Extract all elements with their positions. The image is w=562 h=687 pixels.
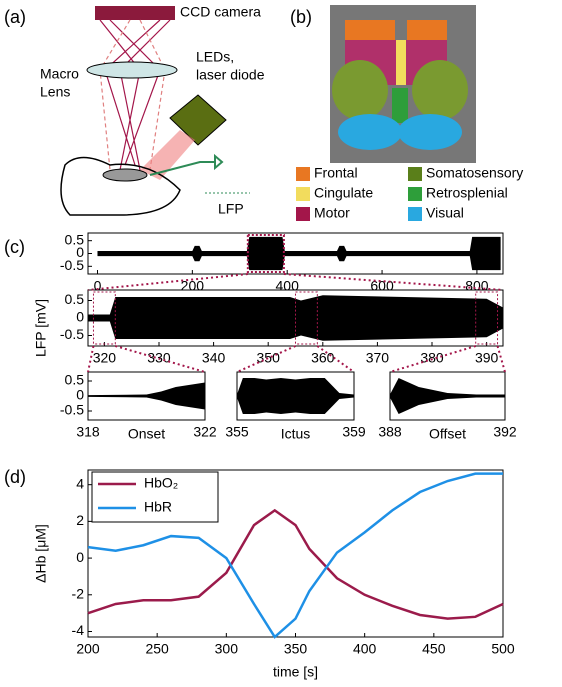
x-tick-label: 388: [378, 424, 402, 440]
line: [88, 510, 503, 618]
legend-swatch: [408, 207, 422, 221]
x-tick-label: 0: [94, 278, 102, 294]
x-tick-label: 400: [353, 641, 377, 657]
panel-label: (c): [4, 237, 25, 257]
setup-label: LEDs,: [196, 49, 234, 65]
y-tick-label: -0.5: [60, 326, 84, 342]
x-tick-label: 300: [215, 641, 239, 657]
x-tick-label: 350: [257, 350, 281, 366]
plot-frame: [88, 470, 503, 637]
x-tick-label: 450: [422, 641, 446, 657]
signal-envelope: [97, 237, 500, 270]
x-tick-label: 318: [76, 424, 100, 440]
x-tick-label: 500: [491, 641, 515, 657]
legend-swatch: [296, 187, 310, 201]
legend-label: HbR: [144, 499, 172, 515]
y-tick-label: 0.5: [65, 372, 85, 388]
x-axis-label: time [s]: [273, 664, 318, 680]
caption: Offset: [429, 426, 466, 442]
caption: Onset: [128, 426, 165, 442]
legend-label: Frontal: [314, 165, 358, 181]
legend-swatch: [296, 167, 310, 181]
panel-label: (b): [290, 7, 312, 27]
x-tick-label: 320: [93, 350, 117, 366]
x-tick-label: 359: [342, 424, 366, 440]
x-tick-label: 355: [225, 424, 249, 440]
y-tick-label: 2: [76, 512, 84, 528]
y-tick-label: -2: [72, 585, 85, 601]
x-tick-label: 200: [76, 641, 100, 657]
x-tick-label: 380: [420, 350, 444, 366]
x-tick-label: 350: [284, 641, 308, 657]
y-tick-label: 0: [76, 387, 84, 403]
y-tick-label: -4: [72, 622, 85, 638]
panel-label: (a): [4, 7, 26, 27]
signal-envelope: [390, 378, 505, 414]
brain-map: [330, 5, 476, 163]
zoom-connector: [88, 274, 248, 290]
legend-swatch: [296, 207, 310, 221]
legend-label: Motor: [314, 205, 350, 221]
y-tick-label: 0.5: [65, 291, 85, 307]
panel-label: (d): [4, 467, 26, 487]
x-tick-label: 360: [311, 350, 335, 366]
zoom-connector: [498, 346, 505, 372]
setup-label: Macro: [40, 66, 79, 82]
legend-label: Visual: [426, 205, 464, 221]
signal-envelope: [237, 378, 354, 414]
y-axis-label: ΔHb [μM]: [33, 524, 49, 583]
x-tick-label: 250: [145, 641, 169, 657]
y-axis-label: LFP [mV]: [33, 299, 49, 357]
legend-label: Retrosplenial: [426, 185, 508, 201]
x-tick-label: 370: [366, 350, 390, 366]
x-tick-label: 390: [475, 350, 499, 366]
legend-swatch: [408, 167, 422, 181]
x-tick-label: 392: [493, 424, 517, 440]
figure: (a) (b) (c) (d) CCD camera Macro Lens LE…: [0, 0, 562, 687]
signal-envelope: [88, 383, 205, 410]
setup-label: Lens: [40, 84, 70, 100]
setup-label: CCD camera: [180, 4, 261, 20]
legend-label: Cingulate: [314, 185, 373, 201]
x-tick-label: 400: [276, 278, 300, 294]
y-tick-label: 0: [76, 549, 84, 565]
y-tick-label: 0: [76, 309, 84, 325]
x-tick-label: 800: [465, 278, 489, 294]
y-tick-label: -0.5: [60, 402, 84, 418]
legend-label: HbO₂: [144, 475, 178, 491]
setup-diagram: CCD camera Macro Lens LEDs, laser diode …: [40, 4, 265, 217]
caption: Ictus: [281, 426, 311, 442]
setup-label: laser diode: [196, 67, 265, 83]
y-tick-label: -0.5: [60, 257, 84, 273]
legend-swatch: [408, 187, 422, 201]
x-tick-label: 340: [202, 350, 226, 366]
legend-label: Somatosensory: [426, 165, 523, 181]
y-tick-label: 4: [76, 475, 84, 491]
setup-label: LFP: [218, 201, 244, 217]
x-tick-label: 322: [193, 424, 217, 440]
